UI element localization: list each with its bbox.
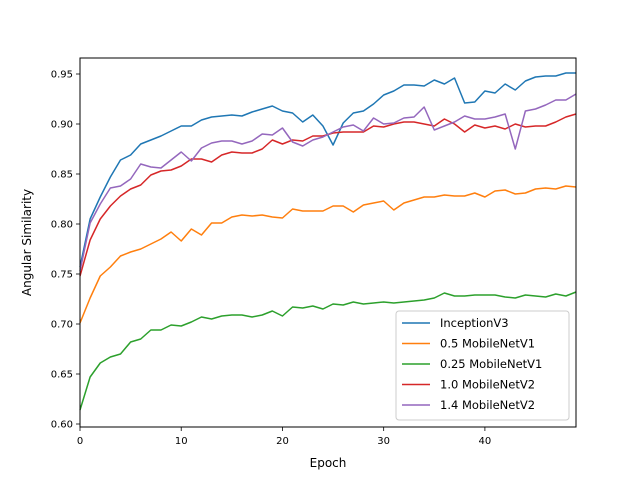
y-tick-label: 0.60 <box>51 420 73 431</box>
legend-label: 0.25 MobileNetV1 <box>440 357 542 371</box>
x-tick-label: 30 <box>377 436 390 447</box>
series-layer <box>79 72 577 411</box>
x-tick-label: 20 <box>276 436 289 447</box>
legend: InceptionV3 0.5 MobileNetV1 0.25 MobileNet… <box>395 310 570 421</box>
y-tick-label: 0.65 <box>51 370 73 381</box>
series-line-5 <box>79 93 577 272</box>
legend-box <box>395 310 570 421</box>
y-tick-label: 0.70 <box>51 320 73 331</box>
y-tick-label: 0.95 <box>51 70 73 81</box>
x-tick-label: 0 <box>77 436 83 447</box>
series-line-3 <box>79 291 577 411</box>
y-tick-label: 0.85 <box>51 170 73 181</box>
plot-frame <box>79 57 577 428</box>
series-line-2 <box>79 185 577 324</box>
y-axis-label: Angular Similarity <box>20 189 34 296</box>
legend-label: InceptionV3 <box>440 316 509 330</box>
y-tick-label: 0.75 <box>51 270 73 281</box>
series-line-1 <box>79 72 576 268</box>
x-tick-label: 40 <box>479 436 492 447</box>
y-axis-ticks: 0.60 0.65 0.70 0.75 0.80 0.85 0.90 0.95 <box>51 70 80 431</box>
legend-items: InceptionV3 0.5 MobileNetV1 0.25 MobileNet… <box>402 316 542 412</box>
y-tick-label: 0.90 <box>51 120 73 131</box>
legend-label: 1.0 MobileNetV2 <box>440 378 535 392</box>
x-axis-ticks: 0 10 20 30 40 <box>77 427 491 447</box>
x-axis-label: Epoch <box>310 456 347 470</box>
legend-label: 1.4 MobileNetV2 <box>440 398 535 412</box>
y-tick-label: 0.80 <box>51 220 73 231</box>
legend-label: 0.5 MobileNetV1 <box>440 337 535 351</box>
x-tick-label: 10 <box>175 436 188 447</box>
